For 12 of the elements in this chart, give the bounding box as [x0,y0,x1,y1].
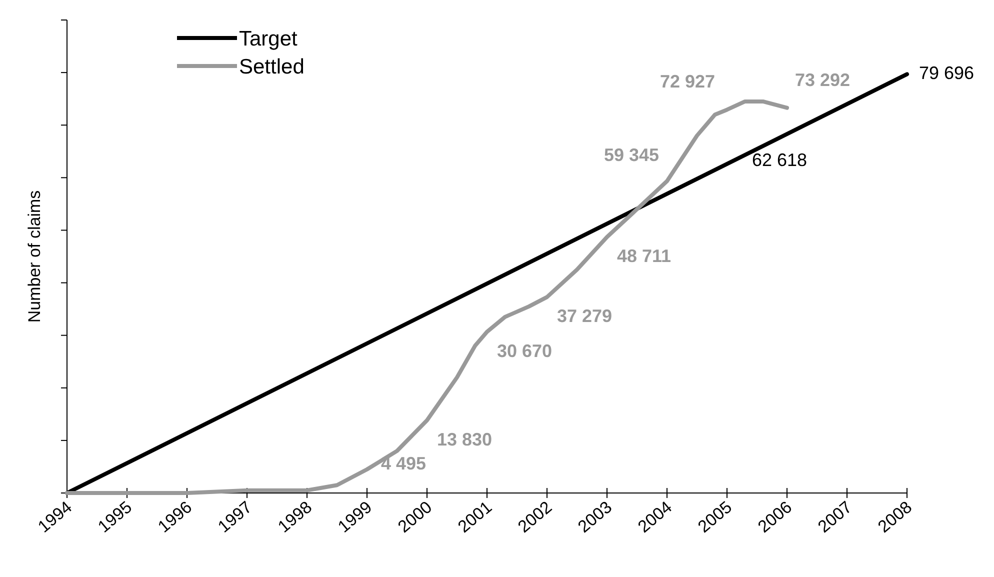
legend-label: Target [239,27,298,50]
data-label: 48 711 [617,246,672,266]
data-label: 72 927 [660,72,715,92]
y-axis-title: Number of claims [25,190,44,323]
data-label: 79 696 [919,63,974,84]
data-label: 37 279 [557,306,612,326]
data-label: 13 830 [437,429,492,450]
data-label: 73 292 [795,70,850,90]
data-label: 62 618 [752,150,808,170]
data-label: 59 345 [604,145,659,166]
data-label: 30 670 [497,340,552,361]
legend-label: Settled [239,55,304,78]
